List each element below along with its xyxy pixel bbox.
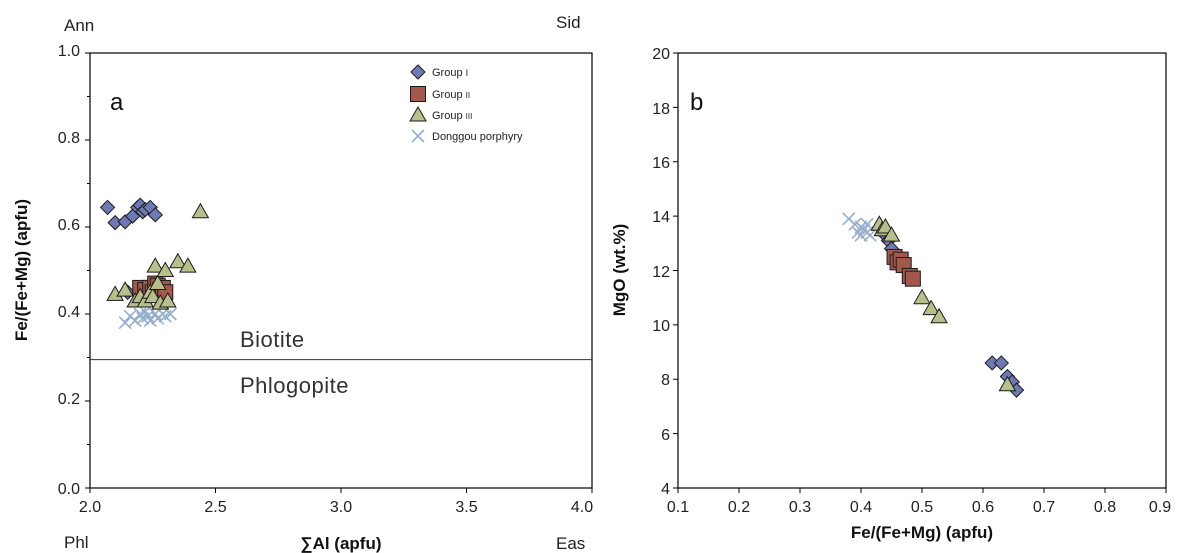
panel-a-ytick-label: 0.2 [58,391,80,408]
panel-b-ytick-label: 4 [661,481,670,498]
corner-label-eas: Eas [556,534,585,553]
panel-a-ytick-label: 0.0 [58,481,80,498]
group1-marker [99,199,116,216]
group3-marker [882,226,901,242]
group3-marker [156,261,175,277]
panel-b-ticks [673,52,1167,493]
group3-marker [930,307,948,324]
panel-b-ytick-label: 20 [652,46,670,63]
group3-marker [913,288,931,305]
group3-marker [179,257,197,273]
panel-b-xtick-label: 0.2 [728,499,750,516]
panel-b-ytick-label: 14 [652,209,670,226]
group3-marker [158,291,177,308]
panel-b-xtick-label: 0.8 [1094,499,1116,516]
panel-b-xtick-label: 0.5 [911,499,933,516]
corner-label-ann: Ann [64,16,94,35]
group2-marker [904,270,921,287]
group3-marker [191,202,210,219]
panel-b-ytick-label: 18 [652,101,670,118]
panel-b-xtick-label: 0.6 [972,499,994,516]
panel-a: 1.0 0.8 0.6 0.4 0.2 0.0 2.0 2.5 3.0 3.5 … [12,13,593,553]
legend-label-group2: Group II [432,89,470,101]
panel-b-label: b [690,89,703,116]
group1-marker [993,355,1010,371]
donggou-marker [118,316,132,330]
panel-b: 20 18 16 14 12 10 8 6 4 0.1 0.2 0.3 0.4 … [610,46,1171,542]
group3-marker [146,257,165,273]
panel-a-xtick-label: 4.0 [571,499,593,516]
legend-label-group3: Group III [432,110,472,122]
group3-marker [168,252,187,269]
panel-a-markers [99,197,210,330]
panel-a-ytick-label: 0.8 [58,130,80,147]
legend-symbols [409,64,427,143]
panel-a-y-axis-label: Fe/(Fe+Mg) (apfu) [12,199,31,341]
panel-b-y-axis-label: MgO (wt.%) [610,224,629,317]
panel-b-xtick-label: 0.9 [1149,499,1171,516]
panel-a-ytick-label: 0.6 [58,217,80,234]
legend-label-group1: Group I [432,67,468,79]
group3-marker [922,299,941,316]
panel-a-ytick-label: 0.4 [58,304,80,321]
group3-marker [116,281,135,297]
legend-triangle-icon [409,105,427,122]
panel-a-ticks [85,52,593,493]
legend-square-icon [410,86,426,102]
field-label-phlogopite: Phlogopite [240,373,349,398]
legend-diamond-icon [410,64,426,80]
corner-label-phl: Phl [64,533,89,552]
panel-b-markers [842,212,1025,398]
donggou-marker [143,313,157,328]
panel-a-xtick-label: 3.0 [330,499,352,516]
panel-a-xtick-label: 2.5 [204,499,226,516]
panel-a-xtick-label: 2.0 [79,499,101,516]
group1-marker [147,207,163,223]
donggou-marker [860,217,874,231]
group3-marker [148,274,167,291]
panel-b-ytick-label: 6 [661,427,670,444]
panel-b-xtick-label: 0.4 [850,499,872,516]
donggou-marker [163,307,177,321]
panel-a-xtick-label: 3.5 [455,499,477,516]
panel-b-xtick-label: 0.1 [667,499,689,516]
panel-b-xtick-label: 0.3 [789,499,811,516]
donggou-marker [133,307,147,321]
panel-b-frame [677,52,1167,489]
group3-marker [998,375,1017,392]
donggou-marker [863,228,877,242]
panel-a-x-axis-label: ∑Al (apfu) [300,534,381,553]
panel-b-x-axis-label: Fe/(Fe+Mg) (apfu) [851,523,993,542]
legend-label-donggou: Donggou porphyry [432,131,523,143]
group3-marker [876,217,895,234]
group3-marker [143,287,162,304]
donggou-marker [141,309,155,323]
panel-a-ytick-label: 1.0 [58,43,80,60]
panel-b-ytick-label: 12 [652,264,670,281]
donggou-marker [128,313,142,328]
panel-b-ytick-label: 8 [661,372,670,389]
panel-b-xtick-label: 0.7 [1033,499,1055,516]
legend: Group I Group II Group III Donggou porph… [409,64,523,143]
panel-b-ytick-label: 10 [652,318,670,335]
corner-label-sid: Sid [556,13,581,32]
panel-a-label: a [110,89,124,116]
donggou-marker [138,305,152,319]
legend-x-icon [411,129,425,143]
panel-b-ytick-label: 16 [652,155,670,172]
field-label-biotite: Biotite [240,327,305,352]
